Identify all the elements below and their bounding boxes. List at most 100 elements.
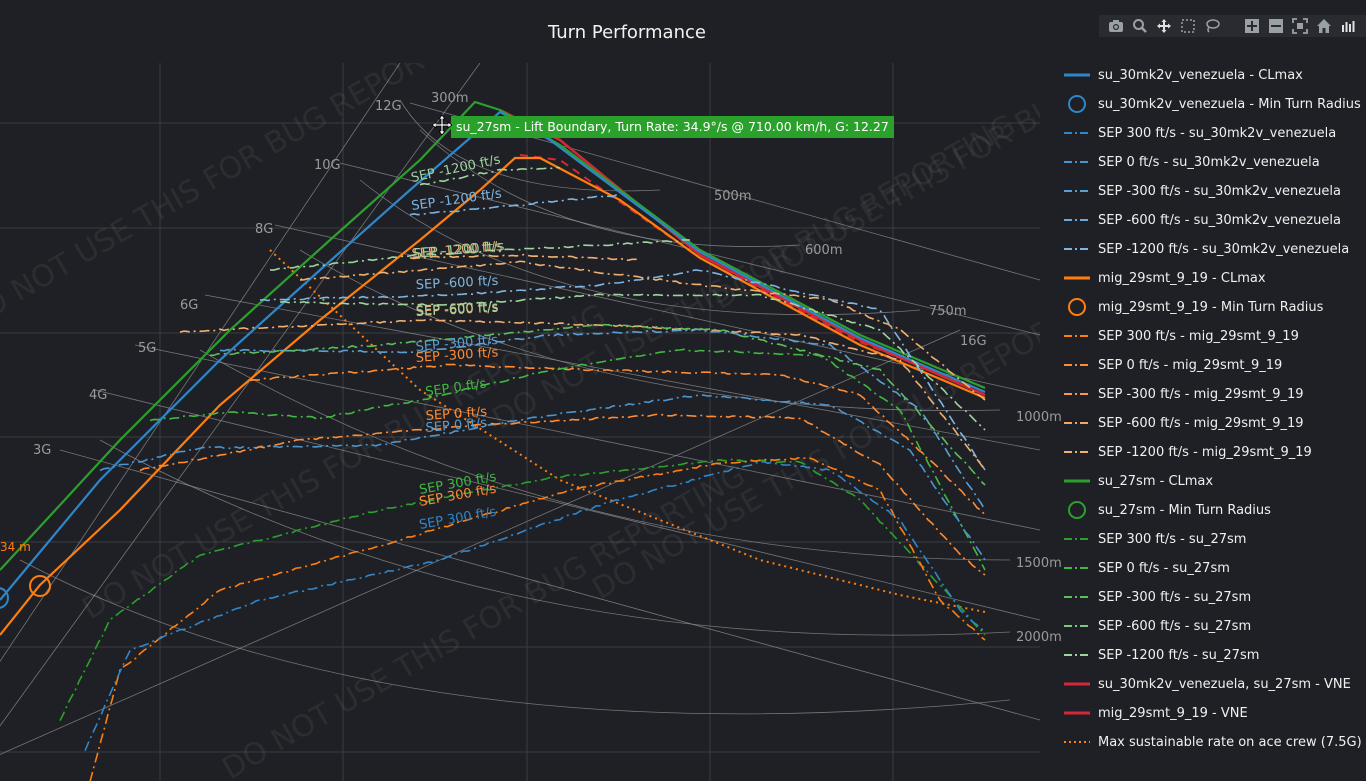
min-turn-radius-mig29 <box>29 575 51 597</box>
legend-label: SEP -300 ft/s - mig_29smt_9_19 <box>1098 386 1304 402</box>
legend-symbol-icon <box>1068 95 1086 113</box>
legend-symbol-icon <box>1064 567 1090 569</box>
sep-su30-m1200 <box>409 194 621 216</box>
legend-item[interactable]: SEP -1200 ft/s - su_27sm <box>1062 644 1259 666</box>
legend-label: SEP -600 ft/s - su_27sm <box>1098 618 1252 634</box>
g-line-label: 12G <box>375 99 402 114</box>
sep-curve-label: SEP -600 ft/s <box>415 301 499 320</box>
legend-item[interactable]: su_30mk2v_venezuela - Min Turn Radius <box>1062 93 1361 115</box>
g-line <box>0 63 401 663</box>
legend-symbol-icon <box>1064 625 1090 627</box>
legend-label: SEP 300 ft/s - su_27sm <box>1098 531 1247 547</box>
zoom-icon[interactable] <box>1131 17 1149 35</box>
legend-label: SEP 300 ft/s - su_30mk2v_venezuela <box>1098 125 1337 141</box>
legend-item[interactable]: mig_29smt_9_19 - CLmax <box>1062 267 1266 289</box>
sep-curve-label: SEP -600 ft/s <box>415 274 499 293</box>
home-icon[interactable] <box>1315 17 1333 35</box>
sep-curve-label: SEP -1200 ft/s <box>413 239 505 262</box>
sep-su27-m300 <box>209 323 986 486</box>
legend-label: SEP -600 ft/s - mig_29smt_9_19 <box>1098 415 1304 431</box>
legend-item[interactable]: SEP -1200 ft/s - su_30mk2v_venezuela <box>1062 238 1349 260</box>
legend-symbol-icon <box>1064 161 1090 163</box>
sep-mig29-0 <box>249 363 986 516</box>
legend-item[interactable]: su_27sm - Min Turn Radius <box>1062 499 1271 521</box>
plotly-logo-icon[interactable] <box>1339 17 1357 35</box>
legend-item[interactable]: SEP 0 ft/s - su_30mk2v_venezuela <box>1062 151 1320 173</box>
g-line-label: 6G <box>180 298 198 313</box>
legend-label: Max sustainable rate on ace crew (7.5G) <box>1098 734 1362 750</box>
radius-line-label: 2000m <box>1016 630 1062 645</box>
legend-symbol-icon <box>1064 538 1090 540</box>
legend-symbol-icon <box>1064 335 1090 337</box>
legend-symbol-icon <box>1064 73 1090 77</box>
legend-symbol-icon <box>1064 741 1090 743</box>
hover-tooltip: su_27sm - Lift Boundary, Turn Rate: 34.9… <box>451 116 894 138</box>
legend-item[interactable]: SEP -1200 ft/s - mig_29smt_9_19 <box>1062 441 1312 463</box>
legend-label: SEP -600 ft/s - su_30mk2v_venezuela <box>1098 212 1341 228</box>
legend-item[interactable]: SEP 300 ft/s - su_27sm <box>1062 528 1246 550</box>
legend-item[interactable]: SEP -300 ft/s - mig_29smt_9_19 <box>1062 383 1304 405</box>
radius-arc <box>399 99 661 192</box>
legend-item[interactable]: SEP -600 ft/s - su_27sm <box>1062 615 1251 637</box>
zoom-in-icon[interactable] <box>1243 17 1261 35</box>
legend-symbol-icon <box>1064 276 1090 280</box>
legend-label: SEP 0 ft/s - su_27sm <box>1098 560 1230 576</box>
legend-item[interactable]: SEP -600 ft/s - su_30mk2v_venezuela <box>1062 209 1341 231</box>
sep-su30-0 <box>99 393 986 561</box>
sep-su27-m1200b <box>269 239 691 271</box>
sep-su27-m600 <box>279 293 986 431</box>
plot-toolbar <box>1099 15 1366 37</box>
legend-item[interactable]: SEP 300 ft/s - mig_29smt_9_19 <box>1062 325 1299 347</box>
pan-icon[interactable] <box>1155 17 1173 35</box>
g-line <box>339 162 1040 336</box>
max-sustainable-rate-line <box>269 249 986 613</box>
legend-item[interactable]: su_30mk2v_venezuela, su_27sm - VNE <box>1062 673 1351 695</box>
lasso-select-icon[interactable] <box>1203 17 1221 35</box>
legend-label: mig_29smt_9_19 - CLmax <box>1098 270 1266 286</box>
clmax-su27sm <box>0 100 986 571</box>
camera-icon[interactable] <box>1107 17 1125 35</box>
legend-item[interactable]: Max sustainable rate on ace crew (7.5G) <box>1062 731 1362 753</box>
legend-label: su_27sm - Min Turn Radius <box>1098 502 1271 518</box>
radius-arc <box>99 439 1011 636</box>
sep-mig29-m600 <box>299 260 986 401</box>
chart-title: Turn Performance <box>548 22 706 43</box>
legend-label: SEP 0 ft/s - su_30mk2v_venezuela <box>1098 154 1320 170</box>
legend-symbol-icon <box>1064 248 1090 250</box>
legend-label: su_30mk2v_venezuela - CLmax <box>1098 67 1303 83</box>
legend-item[interactable]: SEP -600 ft/s - mig_29smt_9_19 <box>1062 412 1304 434</box>
radius-line-label: 1000m <box>1016 410 1062 425</box>
legend-label: su_27sm - CLmax <box>1098 473 1214 489</box>
legend-item[interactable]: SEP 300 ft/s - su_30mk2v_venezuela <box>1062 122 1336 144</box>
sep-su27-0 <box>149 348 986 571</box>
zoom-out-icon[interactable] <box>1267 17 1285 35</box>
legend-item[interactable]: su_30mk2v_venezuela - CLmax <box>1062 64 1303 86</box>
g-line <box>134 344 1040 531</box>
legend-item[interactable]: SEP -300 ft/s - su_30mk2v_venezuela <box>1062 180 1341 202</box>
legend-symbol-icon <box>1064 711 1090 715</box>
legend-item[interactable]: mig_29smt_9_19 - Min Turn Radius <box>1062 296 1323 318</box>
legend-symbol-icon <box>1064 422 1090 424</box>
legend-item[interactable]: SEP 0 ft/s - mig_29smt_9_19 <box>1062 354 1282 376</box>
sep-mig29-m300 <box>179 318 986 471</box>
radius-line-label: 600m <box>805 243 842 258</box>
radius-arc <box>19 559 1011 715</box>
legend-label: SEP -1200 ft/s - mig_29smt_9_19 <box>1098 444 1312 460</box>
legend-item[interactable]: SEP -300 ft/s - su_27sm <box>1062 586 1251 608</box>
legend-symbol-icon <box>1064 219 1090 221</box>
autoscale-icon[interactable] <box>1291 17 1309 35</box>
legend-item[interactable]: mig_29smt_9_19 - VNE <box>1062 702 1248 724</box>
sep-su27-m1200 <box>419 166 561 186</box>
legend-label: mig_29smt_9_19 - Min Turn Radius <box>1098 299 1324 315</box>
radius-line-label: 500m <box>714 189 751 204</box>
radius-line-label: 300m <box>431 91 468 106</box>
box-select-icon[interactable] <box>1179 17 1197 35</box>
legend-item[interactable]: su_27sm - CLmax <box>1062 470 1213 492</box>
legend-item[interactable]: SEP 0 ft/s - su_27sm <box>1062 557 1230 579</box>
sep-curve-label: SEP -300 ft/s <box>415 333 499 355</box>
legend-symbol-icon <box>1068 501 1086 519</box>
legend-symbol-icon <box>1064 364 1090 366</box>
sep-curve-label: SEP -300 ft/s <box>415 345 499 366</box>
legend-symbol-icon <box>1064 393 1090 395</box>
